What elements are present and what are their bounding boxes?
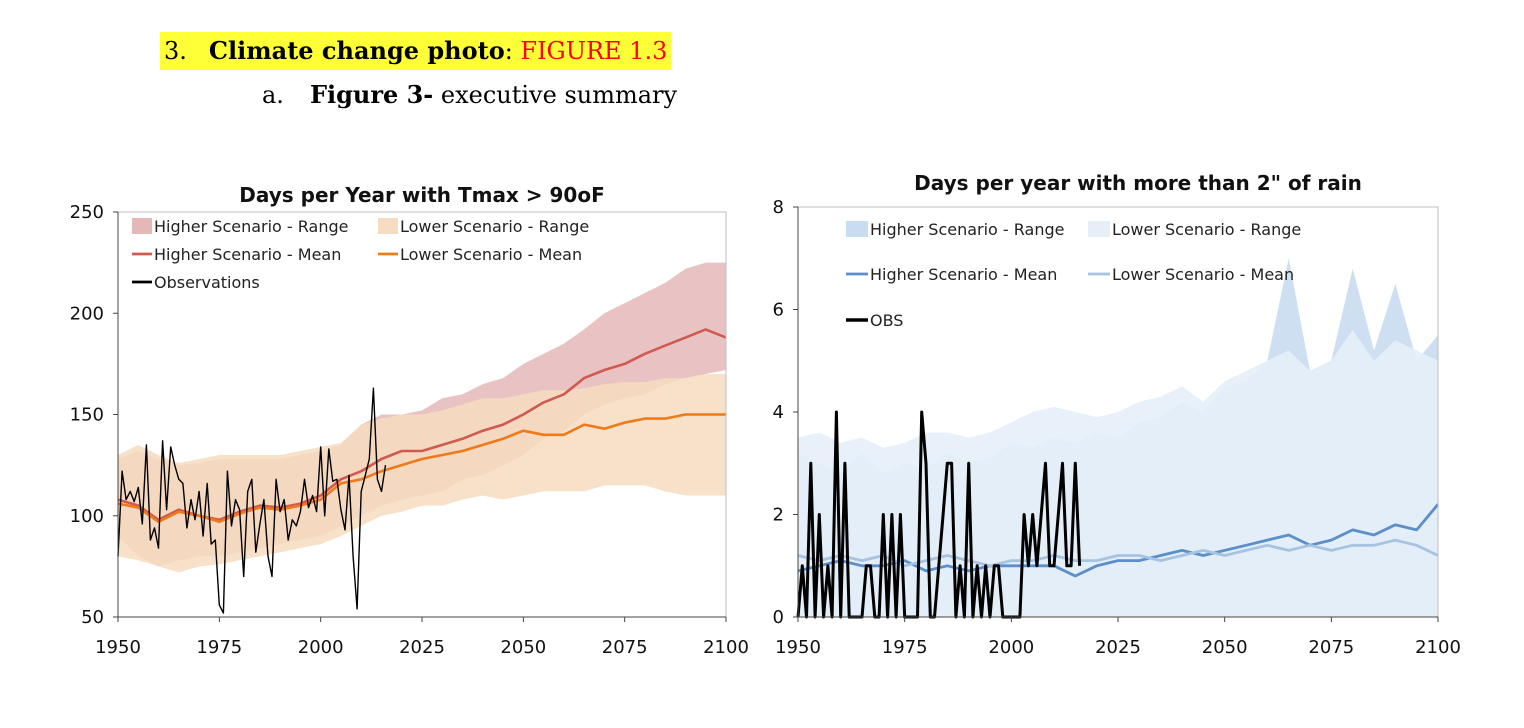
tmax-legend-lower-scenario-range-swatch bbox=[378, 218, 398, 234]
rain-y-tick-label: 0 bbox=[773, 607, 784, 628]
tmax-series-lower-scenario-mean bbox=[117, 413, 726, 524]
tmax-legend-lower-scenario-mean: Lower Scenario - Mean bbox=[378, 245, 582, 264]
subheading-label: Figure 3- bbox=[309, 80, 434, 109]
heading-label: Climate change photo bbox=[208, 36, 505, 65]
rain-series-obs bbox=[796, 410, 1082, 619]
section-heading: 3. Climate change photo: FIGURE 1.3 bbox=[160, 32, 672, 70]
rain-y-tick-label: 4 bbox=[773, 402, 784, 423]
tmax-legend-observations-label: Observations bbox=[154, 273, 260, 292]
tmax-series-lower-scenario-range bbox=[118, 374, 726, 573]
rain-series-lower-scenario-mean bbox=[797, 538, 1439, 568]
tmax-y-tick-label: 100 bbox=[70, 506, 104, 527]
rain-legend-higher-scenario-mean: Higher Scenario - Mean bbox=[846, 265, 1057, 284]
subheading-text: executive summary bbox=[433, 81, 678, 109]
rain-legend-obs: OBS bbox=[846, 311, 903, 330]
tmax-y-tick-label: 250 bbox=[70, 202, 104, 223]
tmax-legend-higher-scenario-range: Higher Scenario - Range bbox=[132, 217, 349, 236]
heading-figure-ref: FIGURE 1.3 bbox=[520, 37, 668, 65]
rain-legend-higher-scenario-range: Higher Scenario - Range bbox=[846, 220, 1065, 239]
tmax-x-tick-label: 2025 bbox=[399, 637, 445, 658]
chart-tmax-days: Days per Year with Tmax > 90oF 50 100 150 20… bbox=[70, 183, 749, 658]
tmax-x-tick-label: 2050 bbox=[500, 637, 546, 658]
rain-y-tick-label: 8 bbox=[773, 197, 784, 218]
tmax-y-tick-label: 50 bbox=[81, 607, 104, 628]
rain-x-tick-label: 2050 bbox=[1202, 637, 1248, 658]
rain-y-tick-label: 2 bbox=[773, 505, 784, 526]
tmax-x-tick-label: 1975 bbox=[196, 637, 242, 658]
tmax-x-tick-label: 2075 bbox=[602, 637, 648, 658]
tmax-series-observations bbox=[117, 387, 387, 614]
tmax-x-tick-label: 2100 bbox=[703, 637, 749, 658]
rain-x-tick-label: 2025 bbox=[1095, 637, 1141, 658]
heading-number: 3. bbox=[164, 37, 187, 65]
tmax-chart-title: Days per Year with Tmax > 90oF bbox=[239, 183, 605, 207]
rain-legend-lower-scenario-mean-label: Lower Scenario - Mean bbox=[1112, 265, 1294, 284]
rain-legend-higher-scenario-mean-label: Higher Scenario - Mean bbox=[870, 265, 1057, 284]
rain-x-tick-label: 2075 bbox=[1308, 637, 1354, 658]
tmax-legend-observations: Observations bbox=[132, 273, 260, 292]
rain-x-tick-label: 1975 bbox=[882, 637, 928, 658]
sub-heading: a. Figure 3- executive summary bbox=[262, 78, 677, 112]
tmax-legend-lower-scenario-range: Lower Scenario - Range bbox=[378, 217, 589, 236]
rain-chart-title: Days per year with more than 2" of rain bbox=[914, 171, 1362, 195]
tmax-legend-higher-scenario-range-label: Higher Scenario - Range bbox=[154, 217, 349, 236]
subheading-number: a. bbox=[262, 81, 284, 109]
chart-rain-days: Days per year with more than 2" of rain 0… bbox=[773, 171, 1461, 658]
tmax-x-tick-label: 2000 bbox=[298, 637, 344, 658]
rain-x-tick-label: 2000 bbox=[988, 637, 1034, 658]
rain-x-tick-label: 2100 bbox=[1415, 637, 1461, 658]
tmax-legend-higher-scenario-range-swatch bbox=[132, 218, 152, 234]
tmax-series-higher-scenario-mean bbox=[117, 328, 727, 522]
rain-y-tick-label: 6 bbox=[773, 300, 784, 321]
tmax-x-tick-label: 1950 bbox=[95, 637, 141, 658]
rain-legend-obs-label: OBS bbox=[870, 311, 903, 330]
rain-series-higher-scenario-mean bbox=[797, 503, 1440, 578]
rain-legend-lower-scenario-range: Lower Scenario - Range bbox=[1088, 220, 1301, 239]
tmax-y-tick-label: 200 bbox=[70, 303, 104, 324]
rain-legend-higher-scenario-range-swatch bbox=[846, 221, 868, 237]
rain-series-lower-scenario-range bbox=[798, 330, 1438, 617]
rain-x-tick-label: 1950 bbox=[775, 637, 821, 658]
rain-legend-lower-scenario-mean: Lower Scenario - Mean bbox=[1088, 265, 1294, 284]
tmax-legend-higher-scenario-mean: Higher Scenario - Mean bbox=[132, 245, 341, 264]
rain-legend-higher-scenario-range-label: Higher Scenario - Range bbox=[870, 220, 1065, 239]
rain-legend-lower-scenario-range-label: Lower Scenario - Range bbox=[1112, 220, 1301, 239]
tmax-legend-higher-scenario-mean-label: Higher Scenario - Mean bbox=[154, 245, 341, 264]
rain-legend-lower-scenario-range-swatch bbox=[1088, 221, 1110, 237]
heading-separator: : bbox=[504, 37, 521, 65]
tmax-legend-lower-scenario-mean-label: Lower Scenario - Mean bbox=[400, 245, 582, 264]
tmax-legend-lower-scenario-range-label: Lower Scenario - Range bbox=[400, 217, 589, 236]
tmax-y-tick-label: 150 bbox=[70, 405, 104, 426]
